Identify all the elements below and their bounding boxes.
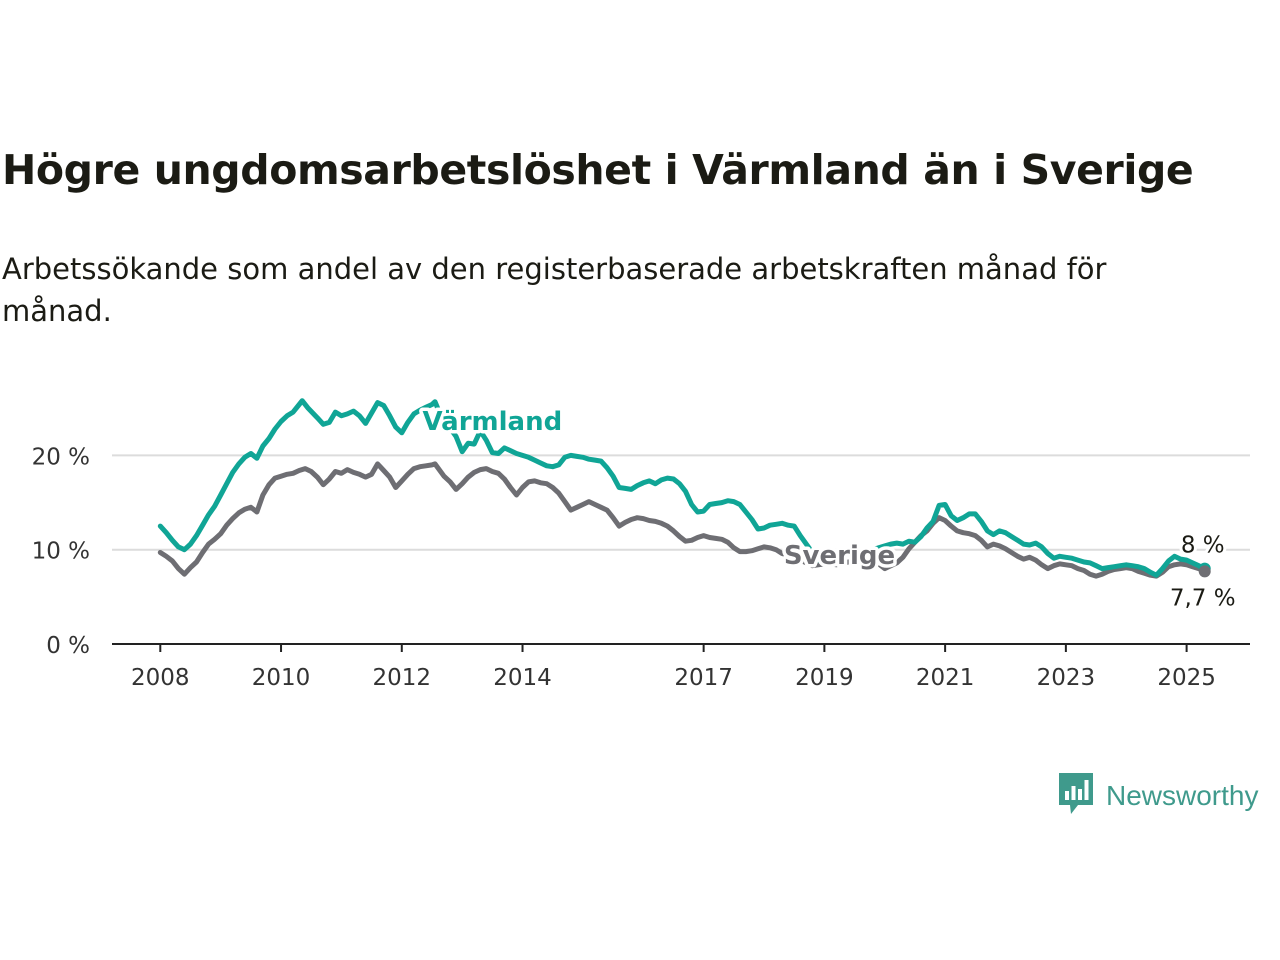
chart-title: Högre ungdomsarbetslöshet i Värmland än … bbox=[2, 146, 1194, 194]
y-tick-label: 0 % bbox=[46, 633, 90, 659]
series-lines bbox=[157, 398, 1208, 579]
y-tick-label: 20 % bbox=[32, 444, 90, 470]
gridlines bbox=[112, 454, 1250, 551]
x-tick-label: 2008 bbox=[131, 665, 190, 691]
series-line-sverige bbox=[157, 461, 1208, 579]
x-tick-label: 2010 bbox=[252, 665, 311, 691]
end-label-sverige: 7,7 % bbox=[1170, 585, 1236, 611]
line-chart: 0 % 10 % 20 % 2008 2010 2012 2014 2017 2019 2021 2… bbox=[32, 398, 1250, 691]
series-label-varmland: Värmland bbox=[422, 407, 562, 437]
x-tick-label: 2014 bbox=[493, 665, 552, 691]
end-marker-sverige bbox=[1198, 565, 1211, 578]
end-label-varmland: 8 % bbox=[1181, 533, 1225, 559]
x-tick-label: 2021 bbox=[916, 665, 975, 691]
series-label-sverige: Sverige bbox=[784, 541, 895, 571]
newsworthy-logo-text: Newsworthy bbox=[1106, 780, 1259, 811]
newsworthy-logo-icon bbox=[1058, 772, 1094, 820]
x-tick-label: 2025 bbox=[1157, 665, 1216, 691]
x-tick-label: 2017 bbox=[674, 665, 733, 691]
chart-subtitle: Arbetssökande som andel av den registerb… bbox=[2, 252, 1107, 328]
newsworthy-logo[interactable]: Newsworthy bbox=[1058, 772, 1259, 820]
labels: 8 % 7,7 % Värmland Sverige bbox=[419, 403, 1239, 614]
y-tick-label: 10 % bbox=[32, 539, 90, 565]
x-tick-label: 2023 bbox=[1037, 665, 1096, 691]
series-line-varmland bbox=[157, 398, 1208, 578]
axes: 0 % 10 % 20 % 2008 2010 2012 2014 2017 2019 2021 2… bbox=[32, 444, 1250, 691]
x-tick-label: 2019 bbox=[795, 665, 854, 691]
x-tick-label: 2012 bbox=[373, 665, 432, 691]
